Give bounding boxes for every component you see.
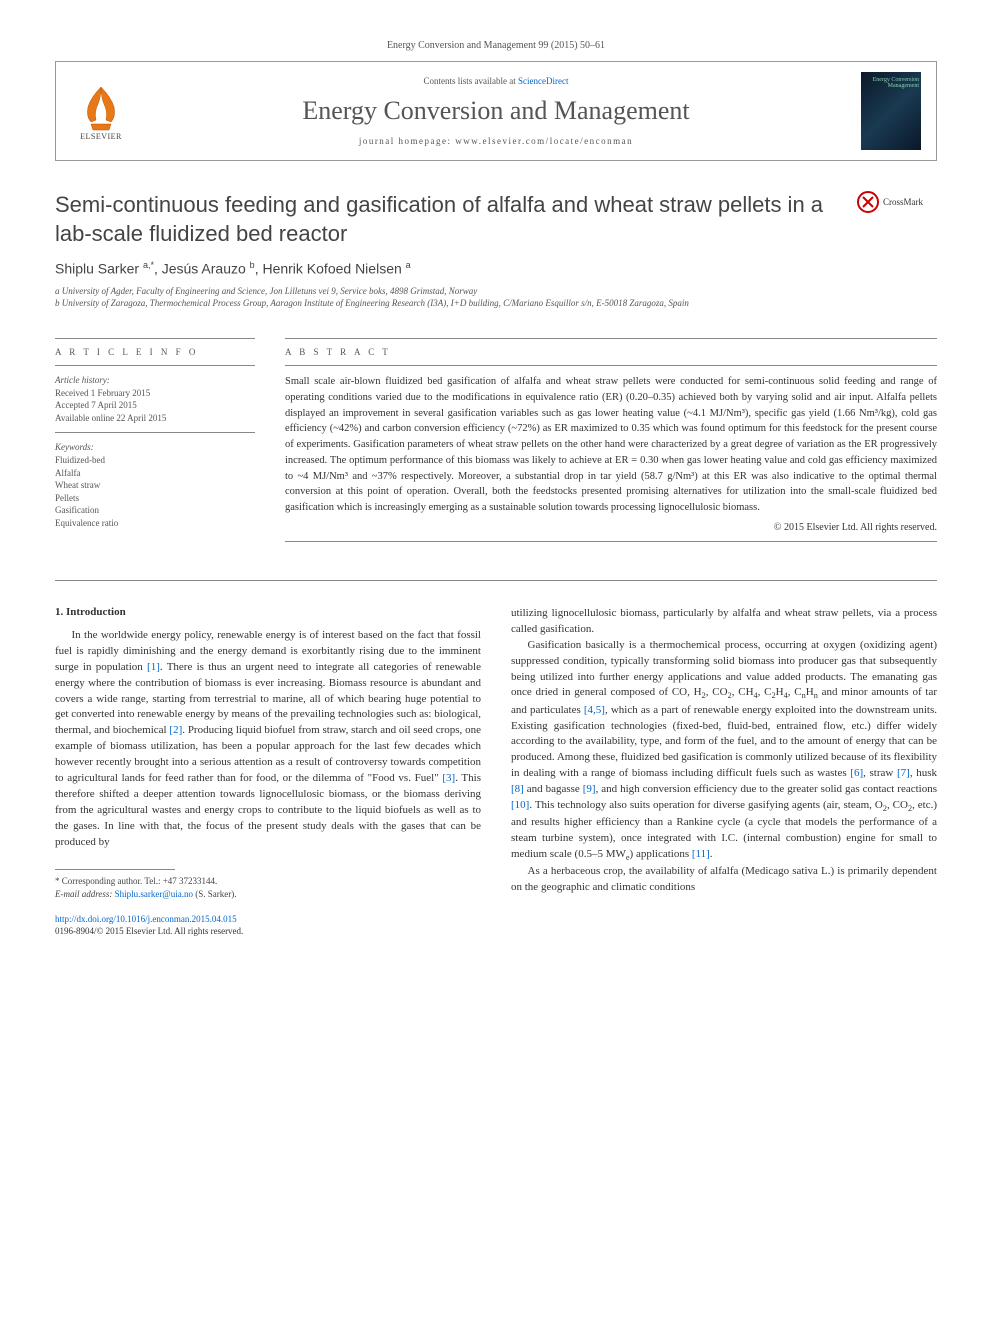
author-email-link[interactable]: Shiplu.sarker@uia.no [115, 889, 193, 899]
doi-link[interactable]: http://dx.doi.org/10.1016/j.enconman.201… [55, 914, 237, 924]
intro-paragraph-1: In the worldwide energy policy, renewabl… [55, 628, 481, 851]
elsevier-logo: ELSEVIER [71, 76, 131, 146]
text-run: , husk [910, 767, 937, 779]
col2-paragraph-2: Gasification basically is a thermochemic… [511, 638, 937, 865]
email-label: E-mail address: [55, 889, 115, 899]
elsevier-tree-icon [76, 82, 126, 132]
received-date: Received 1 February 2015 [55, 387, 255, 400]
keywords-label: Keywords: [55, 441, 255, 454]
info-rule-2 [55, 365, 255, 366]
article-history: Article history: Received 1 February 201… [55, 374, 255, 424]
text-run: Gasification basically is a thermochemic… [511, 639, 937, 699]
right-column: utilizing lignocellulosic biomass, parti… [511, 606, 937, 938]
info-rule-3 [55, 432, 255, 433]
ref-link-9[interactable]: [9] [583, 783, 596, 795]
section-divider [55, 580, 937, 581]
footnote-rule [55, 869, 175, 870]
keywords-block: Keywords: Fluidized-bed Alfalfa Wheat st… [55, 441, 255, 529]
keyword: Equivalence ratio [55, 517, 255, 530]
elsevier-wordmark: ELSEVIER [80, 132, 122, 141]
sciencedirect-link[interactable]: ScienceDirect [518, 76, 568, 86]
ref-link-45[interactable]: [4,5] [584, 704, 605, 716]
authors-line: Shiplu Sarker a,*, Jesús Arauzo b, Henri… [55, 260, 937, 277]
ref-link-3[interactable]: [3] [442, 772, 455, 784]
text-run: , straw [863, 767, 897, 779]
journal-name: Energy Conversion and Management [146, 96, 846, 126]
affiliations: a University of Agder, Faculty of Engine… [55, 285, 937, 310]
ref-link-1[interactable]: [1] [147, 661, 160, 673]
citation-line: Energy Conversion and Management 99 (201… [55, 40, 937, 51]
ref-link-8[interactable]: [8] [511, 783, 524, 795]
corr-author-line: * Corresponding author. Tel.: +47 372331… [55, 875, 481, 888]
ref-link-11[interactable]: [11] [692, 848, 710, 860]
contents-available: Contents lists available at ScienceDirec… [146, 76, 846, 86]
abstract-rule-2 [285, 365, 937, 366]
contents-prefix: Contents lists available at [424, 76, 518, 86]
page: Energy Conversion and Management 99 (201… [0, 0, 992, 967]
col2-paragraph-3: As a herbaceous crop, the availability o… [511, 864, 937, 896]
journal-homepage: journal homepage: www.elsevier.com/locat… [146, 136, 846, 146]
affiliation-b: b University of Zaragoza, Thermochemical… [55, 297, 937, 310]
info-abstract-row: A R T I C L E I N F O Article history: R… [55, 330, 937, 550]
copyright-line: © 2015 Elsevier Ltd. All rights reserved… [285, 522, 937, 533]
keyword: Fluidized-bed [55, 454, 255, 467]
intro-heading: 1. Introduction [55, 606, 481, 618]
footer-block: http://dx.doi.org/10.1016/j.enconman.201… [55, 914, 481, 937]
info-rule-top [55, 338, 255, 339]
article-info-column: A R T I C L E I N F O Article history: R… [55, 330, 255, 550]
issn-line: 0196-8904/© 2015 Elsevier Ltd. All right… [55, 926, 481, 938]
cover-title: Energy Conversion Management [863, 77, 919, 89]
title-row: Semi-continuous feeding and gasification… [55, 191, 937, 248]
crossmark-icon [857, 191, 879, 213]
ref-link-2[interactable]: [2] [169, 724, 182, 736]
keyword: Alfalfa [55, 467, 255, 480]
crossmark-badge[interactable]: CrossMark [857, 191, 937, 213]
keyword: Gasification [55, 504, 255, 517]
text-run: . This technology also suits operation f… [529, 799, 882, 811]
article-title: Semi-continuous feeding and gasification… [55, 191, 837, 248]
keyword: Pellets [55, 492, 255, 505]
crossmark-label: CrossMark [883, 197, 923, 207]
text-run: and bagasse [524, 783, 583, 795]
online-date: Available online 22 April 2015 [55, 412, 255, 425]
journal-cover-thumbnail: Energy Conversion Management [861, 72, 921, 150]
abstract-rule-bottom [285, 541, 937, 542]
col2-paragraph-1: utilizing lignocellulosic biomass, parti… [511, 606, 937, 638]
email-line: E-mail address: Shiplu.sarker@uia.no (S.… [55, 888, 481, 901]
keyword: Wheat straw [55, 479, 255, 492]
abstract-text: Small scale air-blown fluidized bed gasi… [285, 374, 937, 516]
accepted-date: Accepted 7 April 2015 [55, 399, 255, 412]
ref-link-6[interactable]: [6] [850, 767, 863, 779]
history-label: Article history: [55, 374, 255, 387]
text-run: ) applications [630, 848, 692, 860]
affiliation-a: a University of Agder, Faculty of Engine… [55, 285, 937, 298]
article-info-heading: A R T I C L E I N F O [55, 347, 255, 357]
left-column: 1. Introduction In the worldwide energy … [55, 606, 481, 938]
text-run: , and high conversion efficiency due to … [596, 783, 937, 795]
abstract-column: A B S T R A C T Small scale air-blown fl… [285, 330, 937, 550]
email-suffix: (S. Sarker). [193, 889, 237, 899]
abstract-rule-top [285, 338, 937, 339]
corresponding-author-footnote: * Corresponding author. Tel.: +47 372331… [55, 875, 481, 900]
abstract-heading: A B S T R A C T [285, 347, 937, 357]
header-center: Contents lists available at ScienceDirec… [146, 76, 846, 146]
journal-header: ELSEVIER Contents lists available at Sci… [55, 61, 937, 161]
ref-link-10[interactable]: [10] [511, 799, 529, 811]
ref-link-7[interactable]: [7] [897, 767, 910, 779]
body-columns: 1. Introduction In the worldwide energy … [55, 606, 937, 938]
